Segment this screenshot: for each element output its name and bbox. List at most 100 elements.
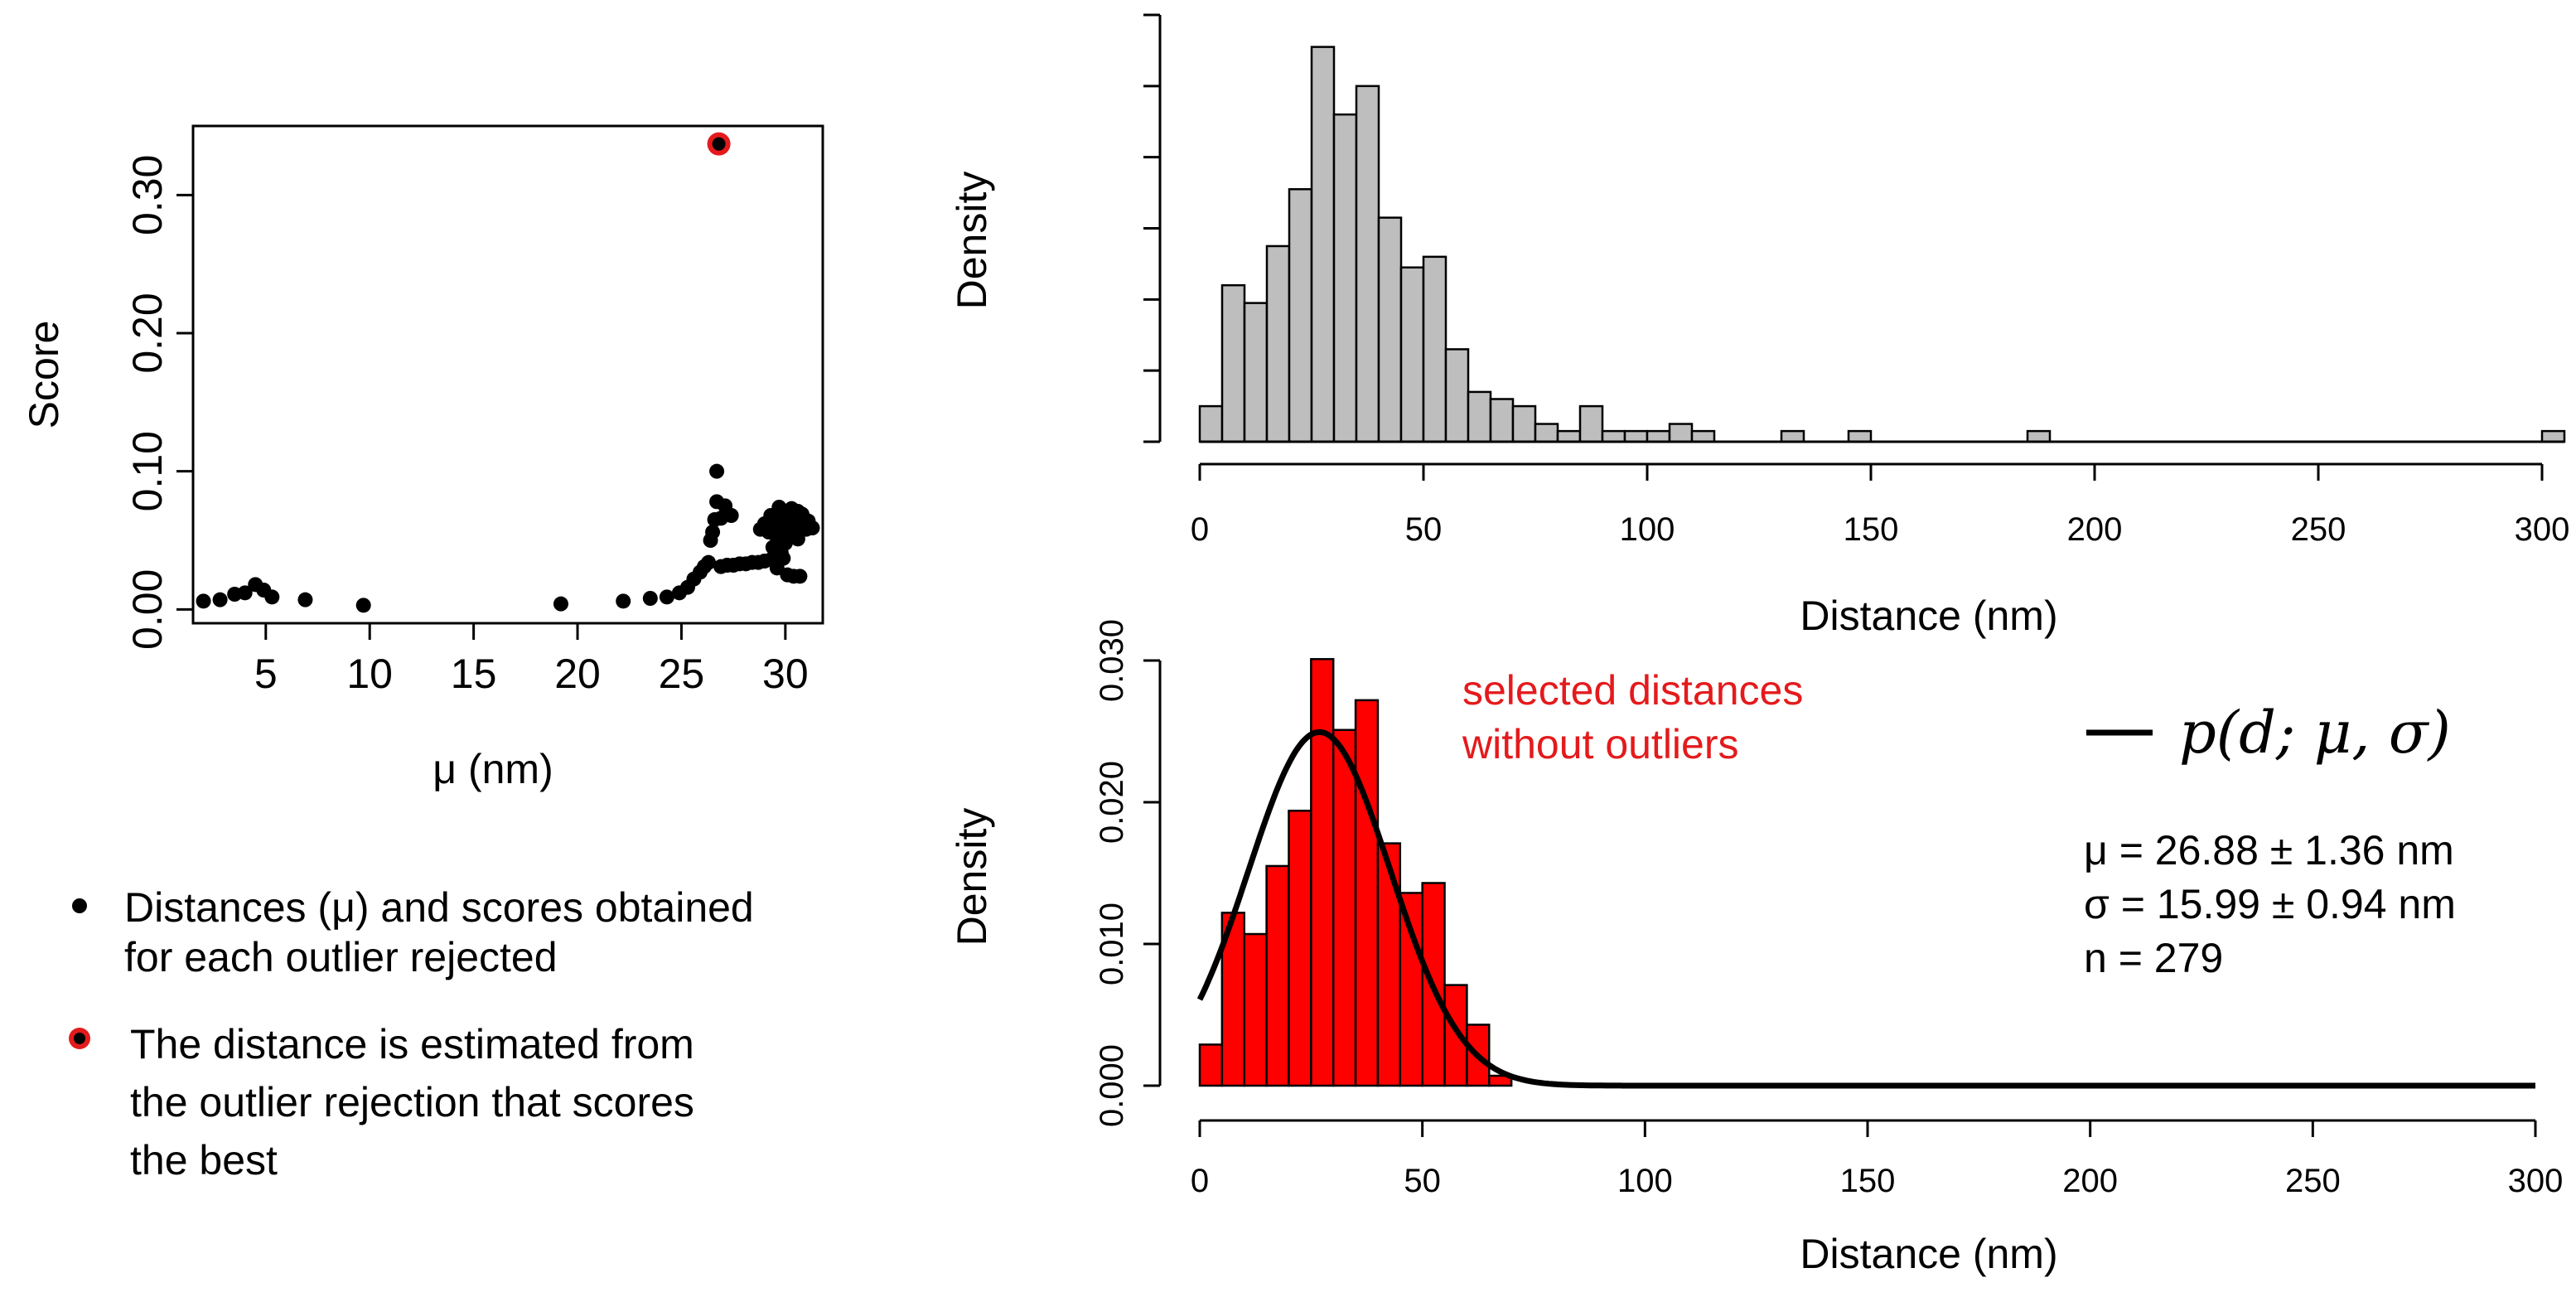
all-distances-bar: [1288, 188, 1313, 443]
selected-distances-x-axis: 0 50 100 150 200 250 300: [1191, 1119, 2564, 1199]
score-y-axis: 0.00 0.10 0.20 0.30: [124, 155, 193, 650]
all-distances-bar: [1467, 390, 1492, 443]
score-point: [355, 598, 371, 613]
score-points: [196, 132, 820, 613]
annotation-line1: selected distances: [1462, 667, 1803, 714]
selected-distances-x-tick-label: 50: [1404, 1163, 1441, 1199]
score-point: [212, 592, 228, 607]
selected-distances-y-tick-label: 0.000: [1094, 1044, 1130, 1127]
score-x-tick-label: 15: [451, 651, 497, 697]
selected-distances-bar: [1265, 864, 1290, 1087]
selected-distances-x-label: Distance (nm): [1800, 1231, 2057, 1277]
all-distances-bar: [1220, 283, 1246, 443]
all-distances-bar: [1198, 404, 1224, 443]
selected-distances-y-label: Density: [949, 808, 995, 946]
all-distances-x-label: Distance (nm): [1800, 593, 2057, 639]
selected-distances-bar: [1310, 658, 1335, 1087]
all-distances-bar: [1578, 404, 1604, 443]
all-distances-x-tick-label: 50: [1405, 511, 1443, 548]
all-distances-x-tick-label: 200: [2067, 511, 2123, 548]
all-distances-bar: [1534, 423, 1559, 443]
all-distances-bar: [1780, 429, 1805, 443]
annotation-line2: without outliers: [1462, 721, 1739, 767]
score-x-axis: 5 10 15 20 25 30: [254, 622, 809, 697]
score-x-label: μ (nm): [433, 746, 553, 792]
score-point: [705, 525, 721, 540]
all-distances-bar: [1623, 429, 1649, 443]
selected-distances-bar: [1288, 810, 1312, 1087]
all-distances-bar: [1489, 398, 1515, 443]
selected-distances-bar: [1399, 892, 1423, 1087]
selected-distances-x-tick-label: 200: [2062, 1163, 2118, 1199]
score-plot: 5 10 15 20 25 30 0.00 0.10 0.20 0.30 μ (nm) Scor…: [21, 124, 824, 792]
selected-distances-y-tick-label: 0.020: [1094, 761, 1130, 844]
all-distances-bar: [1556, 429, 1582, 443]
all-distances-bar: [1646, 429, 1671, 443]
score-x-tick-label: 10: [346, 651, 393, 697]
all-distances-bar: [1355, 85, 1380, 443]
score-plot-frame: [191, 124, 824, 625]
key-black-dot-icon: [72, 898, 87, 913]
selected-distances-bar: [1354, 699, 1380, 1087]
all-distances-bar: [1377, 216, 1403, 443]
all-distances-bar: [1511, 404, 1537, 443]
all-distances-x-axis: 0 50 100 150 200 250 300: [1191, 462, 2570, 548]
selected-distances-x-tick-label: 100: [1617, 1163, 1673, 1199]
stat-n: n = 279: [2084, 935, 2223, 981]
all-distances-bar: [1668, 423, 1694, 443]
all-distances-bar: [1847, 429, 1873, 443]
score-point: [790, 531, 805, 547]
selected-distances-bar: [1488, 1074, 1513, 1087]
all-distances-bar: [1310, 46, 1336, 443]
score-point: [196, 593, 211, 609]
score-x-tick-label: 20: [554, 651, 601, 697]
key-item1-line2: for each outlier rejected: [124, 934, 558, 980]
all-distances-bar: [2026, 429, 2052, 443]
all-distances-bar: [1444, 348, 1470, 443]
all-distances-x-tick-label: 250: [2291, 511, 2346, 548]
figure-key: Distances (μ) and scores obtained for ea…: [69, 884, 754, 1183]
score-point: [237, 585, 253, 601]
all-distances-bar: [1601, 429, 1626, 443]
all-distances-x-tick-label: 300: [2515, 511, 2570, 548]
score-y-tick-label: 0.20: [124, 293, 171, 373]
score-point: [777, 535, 793, 551]
score-point: [297, 592, 313, 607]
score-y-tick-label: 0.00: [124, 569, 171, 650]
all-distances-bar: [1243, 302, 1269, 443]
selected-distances-x-tick-label: 150: [1840, 1163, 1896, 1199]
score-point: [616, 593, 631, 609]
all-distances-bar: [1690, 429, 1716, 443]
score-point: [723, 508, 739, 523]
all-distances-x-tick-label: 150: [1844, 511, 1899, 548]
score-point: [659, 589, 674, 605]
all-distances-bar: [1399, 266, 1425, 443]
all-distances-bar: [1265, 244, 1291, 443]
selected-distances-bar: [1376, 842, 1402, 1087]
all-distances-bar: [1332, 113, 1358, 443]
selected-distances-x-tick-label: 250: [2285, 1163, 2341, 1199]
key-item2-line3: the best: [130, 1137, 278, 1183]
best-score-point-center: [712, 137, 726, 151]
key-red-dot-center: [74, 1033, 85, 1044]
legend-label: p(d; μ, σ): [2179, 699, 2451, 767]
score-point: [264, 589, 280, 605]
score-point: [701, 554, 717, 570]
selected-distances-histogram: 0 50 100 150 200 250 300 0.0000.0100.0200.030 …: [949, 619, 2563, 1277]
score-y-tick-label: 0.30: [124, 155, 171, 235]
score-point: [553, 596, 568, 612]
key-item2-line2: the outlier rejection that scores: [130, 1079, 694, 1125]
selected-distances-bar: [1243, 932, 1268, 1087]
score-point: [805, 520, 820, 535]
selected-distances-x-tick-label: 0: [1191, 1163, 1209, 1199]
stat-mu: μ = 26.88 ± 1.36 nm: [2084, 827, 2454, 874]
gaussian-fit-curve: [1196, 728, 2535, 1089]
selected-distances-x-tick-label: 300: [2508, 1163, 2564, 1199]
score-point: [709, 463, 725, 479]
all-distances-bar: [1422, 255, 1447, 443]
selected-distances-y-axis: 0.000 0.010 0.020 0.030: [1094, 619, 1162, 1127]
selected-distances-bars: [1198, 658, 1513, 1087]
all-distances-bars: [1198, 46, 2566, 443]
all-distances-y-label: Density: [949, 172, 995, 310]
score-x-tick-label: 25: [659, 651, 705, 697]
